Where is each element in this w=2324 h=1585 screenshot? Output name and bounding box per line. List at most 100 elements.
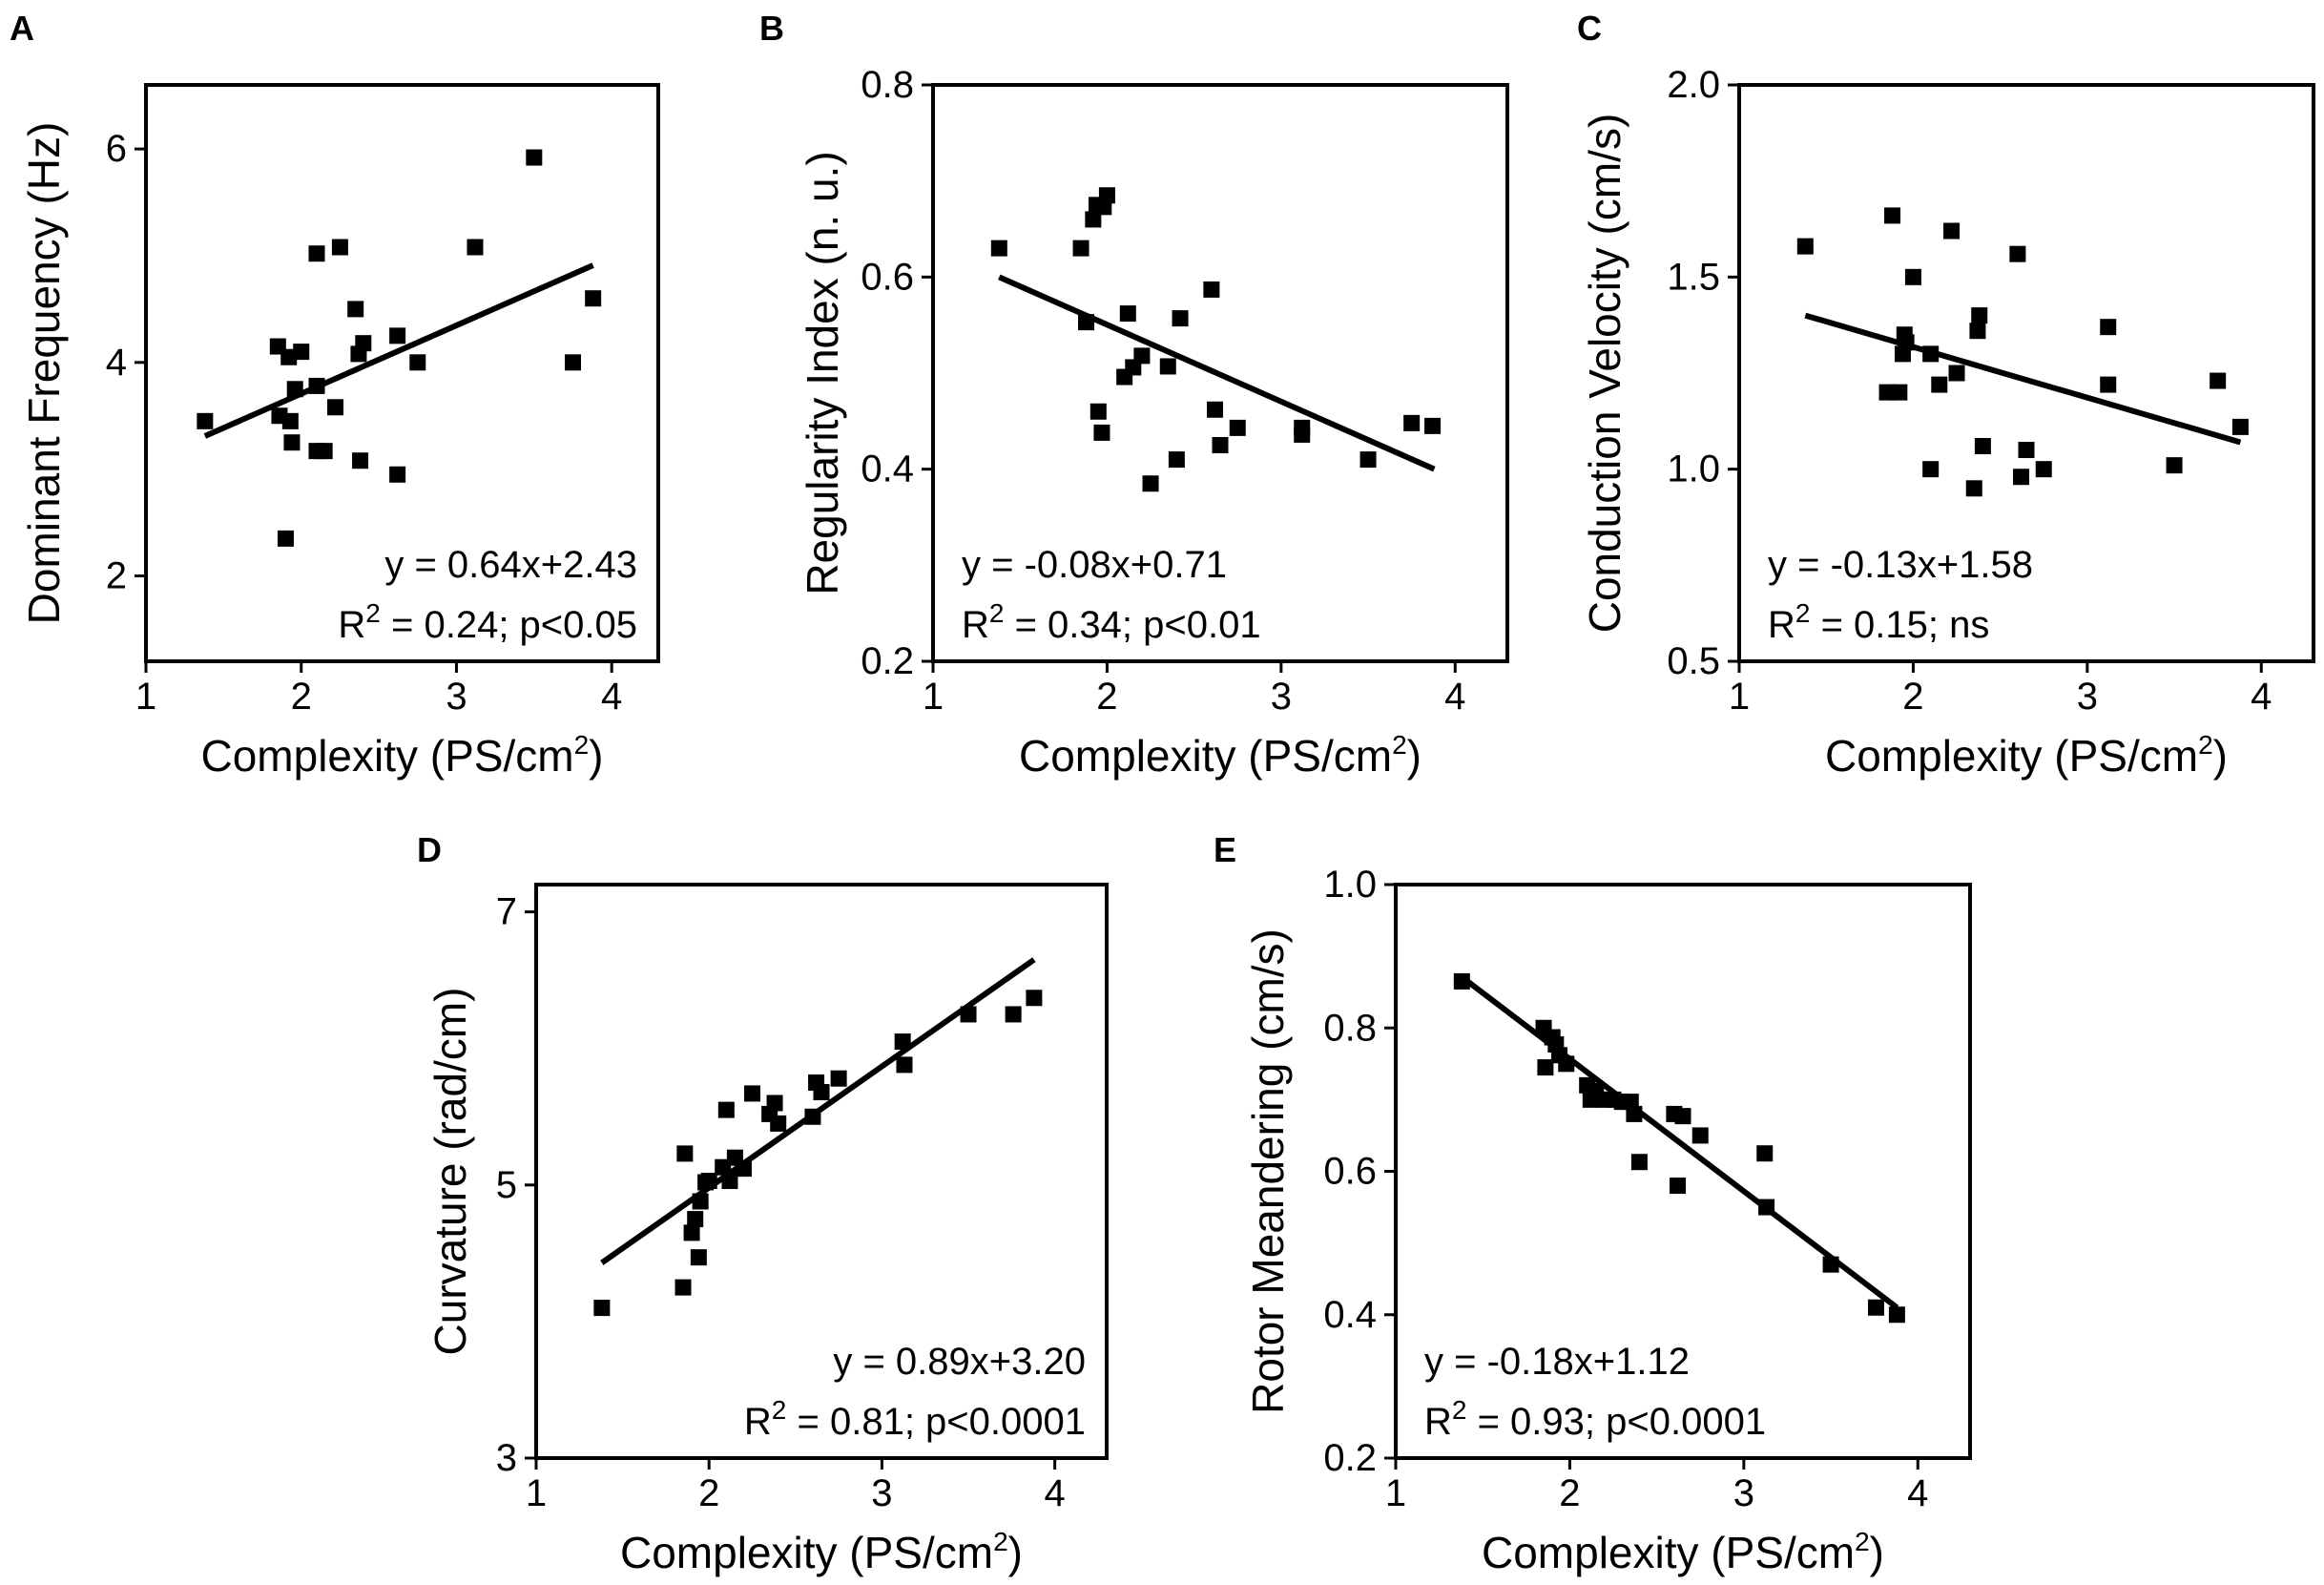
data-point: [1904, 268, 1921, 285]
data-point: [813, 1084, 830, 1101]
data-point: [674, 1279, 692, 1296]
data-point: [1670, 1178, 1687, 1195]
x-tick-label: 3: [2077, 676, 2098, 718]
data-point: [352, 452, 369, 469]
r-squared-stat: R2 = 0.34; p<0.01: [962, 598, 1261, 646]
x-tick-label: 1: [135, 676, 156, 718]
data-point: [1168, 451, 1185, 469]
data-point: [744, 1085, 761, 1102]
data-point: [1119, 305, 1136, 323]
data-point: [1867, 1299, 1884, 1316]
data-point: [286, 381, 303, 398]
data-point: [1207, 401, 1224, 418]
data-point: [1558, 1055, 1575, 1073]
y-axis-label: Dominant Frequency (Hz): [19, 122, 69, 625]
panel-letter: A: [10, 9, 34, 48]
data-point: [565, 354, 581, 371]
data-point: [1898, 334, 1915, 351]
y-tick-label: 1.5: [1667, 256, 1720, 298]
y-tick-label: 0.2: [1323, 1437, 1377, 1479]
data-point: [1891, 384, 1908, 401]
y-tick-label: 0.6: [1323, 1151, 1377, 1193]
y-tick-label: 4: [106, 342, 127, 384]
data-point: [1948, 365, 1965, 382]
data-point: [283, 434, 301, 451]
data-point: [1212, 437, 1229, 453]
y-tick-label: 0.4: [861, 448, 914, 490]
data-point: [389, 327, 406, 344]
y-axis-label: Rotor Meandering (cm/s): [1243, 928, 1293, 1414]
data-point: [1878, 384, 1896, 401]
panel-c: C 1 2 3 4 0.5 1.0 1.5 2.0 Complexity (PS/cm2) Cond…: [1577, 9, 2315, 781]
data-point: [896, 1056, 913, 1074]
x-tick-label: 2: [1559, 1472, 1580, 1514]
y-tick-label: 0.8: [1323, 1007, 1377, 1049]
x-axis-label: Complexity (PS/cm2): [201, 730, 604, 781]
plot-frame: [144, 83, 660, 663]
data-point: [1622, 1094, 1639, 1111]
x-tick-label: 4: [1045, 1472, 1066, 1514]
panel-letter: D: [417, 830, 442, 869]
regression-line: [1460, 974, 1899, 1310]
data-point: [683, 1224, 700, 1241]
data-point: [1159, 358, 1176, 375]
x-tick-label: 3: [871, 1472, 892, 1514]
data-point: [1005, 1006, 1022, 1023]
y-tick-label: 0.6: [861, 256, 914, 298]
data-point: [1078, 314, 1095, 331]
data-point: [1974, 438, 1991, 455]
y-tick-label: 0.2: [861, 640, 914, 682]
r-squared-stat: R2 = 0.93; p<0.0001: [1424, 1395, 1766, 1443]
data-point: [355, 335, 372, 352]
data-point: [280, 348, 298, 365]
x-axis-label: Complexity (PS/cm2): [1825, 730, 2228, 781]
regression-equation: y = -0.08x+0.71: [962, 544, 1227, 586]
regression-equation: y = 0.89x+3.20: [833, 1341, 1086, 1383]
data-point: [308, 377, 325, 394]
data-point: [1172, 310, 1189, 327]
data-point: [676, 1145, 694, 1162]
data-point: [327, 399, 344, 416]
y-tick-label: 1.0: [1323, 864, 1377, 906]
data-point: [2100, 376, 2117, 393]
data-point: [2035, 461, 2052, 478]
data-point: [1072, 240, 1089, 257]
x-tick-label: 3: [1271, 676, 1292, 718]
y-axis-label: Regularity Index (n. u.): [798, 151, 847, 594]
y-tick-label: 7: [496, 891, 517, 933]
data-point: [717, 1101, 735, 1118]
y-tick-label: 5: [496, 1164, 517, 1206]
data-point: [1943, 222, 1961, 240]
y-tick-label: 2.0: [1667, 64, 1720, 106]
data-point: [1796, 238, 1814, 255]
r-squared-stat: R2 = 0.15; ns: [1768, 598, 1989, 646]
regression-line: [203, 262, 594, 439]
data-point: [960, 1006, 977, 1023]
x-tick-label: 4: [1444, 676, 1465, 718]
data-point: [1630, 1154, 1648, 1171]
data-point: [2166, 457, 2183, 474]
data-point: [1294, 426, 1311, 443]
y-tick-label: 0.5: [1667, 640, 1720, 682]
data-point: [409, 354, 426, 371]
data-point: [804, 1108, 821, 1125]
y-axis-label: Conduction Velocity (cm/s): [1580, 114, 1629, 634]
data-point: [467, 239, 484, 256]
data-point: [1756, 1145, 1774, 1162]
data-point: [2013, 469, 2030, 486]
data-point: [1203, 281, 1220, 298]
data-point: [197, 412, 214, 429]
data-point: [1626, 1105, 1643, 1122]
y-tick-label: 0.8: [861, 64, 914, 106]
x-tick-label: 4: [2251, 676, 2272, 718]
x-tick-label: 1: [526, 1472, 547, 1514]
y-tick-label: 3: [496, 1437, 517, 1479]
data-point: [1922, 461, 1940, 478]
y-tick-label: 1.0: [1667, 448, 1720, 490]
y-tick-label: 2: [106, 555, 127, 597]
plot-frame: [534, 883, 1109, 1460]
data-point: [721, 1173, 738, 1190]
data-point: [1691, 1127, 1709, 1144]
x-tick-label: 4: [1907, 1472, 1928, 1514]
